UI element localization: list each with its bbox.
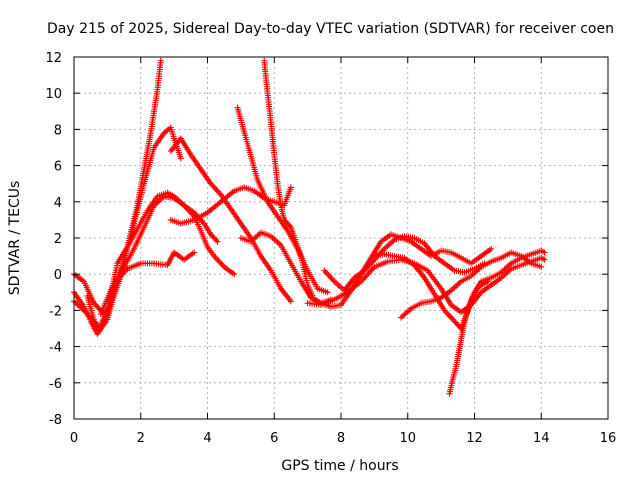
y-tick-label: 8	[54, 123, 62, 138]
data-point-markers	[446, 278, 491, 397]
y-tick-label: 6	[54, 160, 62, 175]
series-layer	[71, 57, 548, 397]
x-axis-label: GPS time / hours	[281, 458, 398, 474]
data-point-markers	[167, 184, 294, 227]
y-tick-label: 2	[54, 232, 62, 247]
x-tick-label: 6	[270, 431, 278, 446]
grid-layer	[74, 57, 608, 419]
series-arc-7	[167, 184, 294, 227]
x-tick-label: 10	[399, 431, 416, 446]
y-tick-label: 10	[45, 87, 62, 102]
x-tick-label: 4	[203, 431, 211, 446]
data-point-markers	[261, 57, 334, 307]
x-tick-label: 8	[337, 431, 345, 446]
y-axis-label: SDTVAR / TECUs	[7, 181, 23, 296]
x-tick-label: 12	[466, 431, 483, 446]
x-tick-label: 0	[70, 431, 78, 446]
data-point-markers	[97, 249, 198, 318]
series-arc-13	[398, 249, 545, 321]
x-tick-label: 16	[600, 431, 617, 446]
series-arc-5	[97, 249, 198, 318]
y-tick-label: 0	[54, 268, 62, 283]
series-arc-15	[446, 278, 491, 397]
tick-layer: 0 2 4 6 8 10 12 14 16 -8 -6 -4 -2 0 2 4 6 8 10 12	[45, 51, 616, 446]
y-tick-label: -8	[49, 413, 62, 428]
y-tick-label: -2	[49, 304, 62, 319]
series-arc-11	[321, 233, 488, 294]
y-tick-label: 4	[54, 196, 62, 211]
data-point-markers	[321, 233, 488, 294]
y-tick-label: 12	[45, 51, 62, 66]
data-point-markers	[398, 249, 545, 321]
y-tick-label: -6	[49, 377, 62, 392]
x-tick-label: 2	[137, 431, 145, 446]
chart-title: Day 215 of 2025, Sidereal Day-to-day VTE…	[47, 21, 614, 37]
y-tick-label: -4	[49, 341, 62, 356]
x-tick-label: 14	[533, 431, 550, 446]
